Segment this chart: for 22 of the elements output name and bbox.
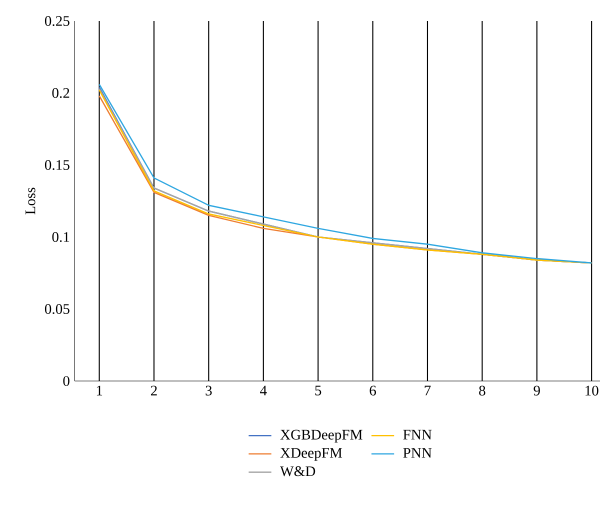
y-tick-label: 0 xyxy=(63,376,70,386)
x-tick-label: 7 xyxy=(424,386,431,396)
y-tick-label: 0.05 xyxy=(44,304,70,314)
y-tick-label: 0.15 xyxy=(44,160,70,170)
x-tick-label: 1 xyxy=(96,386,102,396)
legend-label: FNN xyxy=(403,430,432,440)
y-tick-label: 0.1 xyxy=(52,232,70,242)
x-tick-label: 10 xyxy=(586,386,598,396)
legend-label: PNN xyxy=(403,448,432,458)
x-tick-label: 2 xyxy=(150,386,157,396)
x-tick-label: 8 xyxy=(479,386,486,396)
legend-label: W&D xyxy=(280,466,316,476)
x-tick-label: 5 xyxy=(315,386,322,396)
legend-label: XDeepFM xyxy=(280,448,342,461)
x-tick-label: 3 xyxy=(206,386,212,396)
x-tick-label: 4 xyxy=(260,386,267,396)
y-tick-label: 0.25 xyxy=(44,16,70,26)
legend-label: XGBDeepFM xyxy=(280,430,362,443)
x-tick-label: 9 xyxy=(534,386,540,396)
y-tick-label: 0.2 xyxy=(52,88,70,98)
y-axis-title: Loss xyxy=(26,188,36,214)
x-tick-label: 6 xyxy=(370,386,376,396)
